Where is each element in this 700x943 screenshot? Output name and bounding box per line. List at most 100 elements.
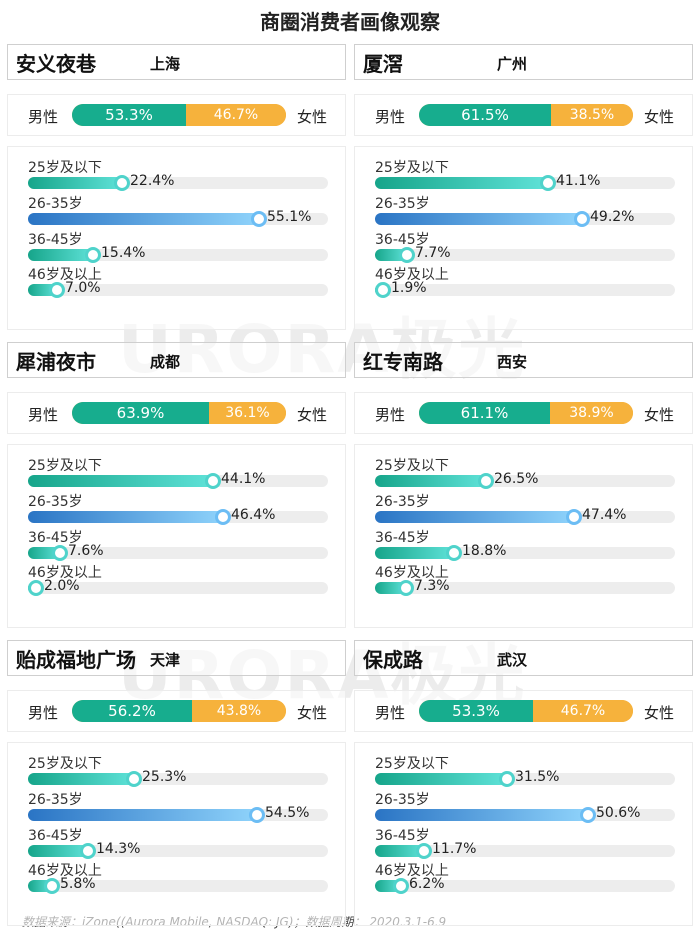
- male-share-bar: 53.3%: [72, 104, 186, 126]
- age-value-label: 26.5%: [494, 471, 539, 487]
- male-label: 男性: [375, 406, 406, 424]
- age-bar-track: [28, 807, 328, 823]
- age-distribution-box: 25岁及以下 44.1% 26-35岁 46.4% 36-45岁 7.6% 46岁及以上 2.…: [7, 444, 346, 628]
- age-bar-track: [375, 175, 675, 191]
- age-value-label: 55.1%: [267, 209, 312, 225]
- mall-header: 犀浦夜市 成都: [7, 342, 346, 378]
- age-bar-track: [375, 211, 675, 227]
- age-bar-track: [375, 878, 675, 894]
- female-share-bar: 46.7%: [186, 104, 286, 126]
- age-bar-track: [28, 509, 328, 525]
- age-value-label: 5.8%: [60, 876, 96, 892]
- age-group-label: 25岁及以下: [28, 756, 102, 772]
- female-share-bar: 36.1%: [209, 402, 286, 424]
- female-share-bar: 46.7%: [533, 700, 633, 722]
- age-bar: [375, 511, 574, 523]
- male-label: 男性: [375, 108, 406, 126]
- age-value-marker: [52, 545, 68, 561]
- age-distribution-box: 25岁及以下 22.4% 26-35岁 55.1% 36-45岁 15.4% 46岁及以上 7…: [7, 146, 346, 330]
- age-bar: [28, 773, 134, 785]
- age-bar: [375, 475, 486, 487]
- female-label: 女性: [644, 406, 675, 424]
- age-group-label: 25岁及以下: [28, 458, 102, 474]
- age-value-marker: [205, 473, 221, 489]
- male-label: 男性: [28, 108, 59, 126]
- age-group-label: 26-35岁: [375, 494, 430, 510]
- mall-header: 安义夜巷 上海: [7, 44, 346, 80]
- age-group-label: 26-35岁: [28, 196, 83, 212]
- age-group-label: 46岁及以上: [28, 565, 102, 581]
- male-share-bar: 61.5%: [419, 104, 551, 126]
- page-title: 商圈消费者画像观察: [260, 10, 440, 34]
- female-share-bar: 38.5%: [551, 104, 633, 126]
- age-bar-track: [28, 878, 328, 894]
- male-label: 男性: [28, 704, 59, 722]
- mall-name: 贻成福地广场: [16, 648, 136, 672]
- age-value-label: 6.2%: [409, 876, 445, 892]
- age-value-marker: [215, 509, 231, 525]
- age-group-label: 36-45岁: [28, 828, 83, 844]
- age-value-label: 49.2%: [590, 209, 635, 225]
- gender-ratio-bar: 53.3% 46.7%: [419, 700, 633, 722]
- age-bar-track: [28, 473, 328, 489]
- age-group-label: 36-45岁: [375, 232, 430, 248]
- age-value-label: 22.4%: [130, 173, 175, 189]
- age-value-marker: [478, 473, 494, 489]
- age-group-label: 25岁及以下: [375, 160, 449, 176]
- gender-ratio-box: 男性 63.9% 36.1% 女性: [7, 392, 346, 434]
- age-bar-track: [28, 175, 328, 191]
- mall-name: 保成路: [363, 648, 423, 672]
- age-group-label: 36-45岁: [28, 530, 83, 546]
- age-bar: [28, 845, 88, 857]
- age-bar-track: [28, 282, 328, 298]
- age-bar: [28, 213, 259, 225]
- age-value-marker: [416, 843, 432, 859]
- age-group-label: 26-35岁: [28, 792, 83, 808]
- age-group-label: 25岁及以下: [375, 458, 449, 474]
- age-bar-track: [375, 580, 675, 596]
- age-bar-track: [375, 807, 675, 823]
- age-value-label: 54.5%: [265, 805, 310, 821]
- age-value-marker: [499, 771, 515, 787]
- age-group-label: 36-45岁: [375, 828, 430, 844]
- age-value-marker: [399, 247, 415, 263]
- age-group-label: 36-45岁: [375, 530, 430, 546]
- age-group-label: 46岁及以上: [375, 565, 449, 581]
- age-group-label: 25岁及以下: [28, 160, 102, 176]
- age-value-marker: [85, 247, 101, 263]
- age-bar-track: [375, 282, 675, 298]
- age-value-marker: [398, 580, 414, 596]
- age-bar: [28, 511, 223, 523]
- female-share-bar: 38.9%: [550, 402, 633, 424]
- age-group-label: 26-35岁: [375, 792, 430, 808]
- age-value-label: 7.7%: [415, 245, 451, 261]
- age-bar-track: [375, 843, 675, 859]
- age-group-label: 46岁及以上: [375, 863, 449, 879]
- male-share-bar: 53.3%: [419, 700, 533, 722]
- mall-city: 武汉: [497, 651, 528, 669]
- gender-ratio-box: 男性 61.1% 38.9% 女性: [354, 392, 693, 434]
- age-value-label: 41.1%: [556, 173, 601, 189]
- gender-ratio-box: 男性 61.5% 38.5% 女性: [354, 94, 693, 136]
- age-value-marker: [393, 878, 409, 894]
- age-value-marker: [249, 807, 265, 823]
- age-bar: [28, 249, 93, 261]
- age-value-label: 11.7%: [432, 841, 477, 857]
- age-value-label: 18.8%: [462, 543, 507, 559]
- male-share-bar: 63.9%: [72, 402, 209, 424]
- gender-ratio-bar: 53.3% 46.7%: [72, 104, 286, 126]
- age-value-marker: [44, 878, 60, 894]
- age-group-label: 46岁及以上: [28, 267, 102, 283]
- age-value-marker: [251, 211, 267, 227]
- age-bar: [375, 547, 454, 559]
- age-bar-track: [375, 771, 675, 787]
- gender-ratio-bar: 56.2% 43.8%: [72, 700, 286, 722]
- age-bar: [28, 475, 213, 487]
- age-value-label: 31.5%: [515, 769, 560, 785]
- age-bar-track: [28, 211, 328, 227]
- age-value-marker: [126, 771, 142, 787]
- age-distribution-box: 25岁及以下 31.5% 26-35岁 50.6% 36-45岁 11.7% 46岁及以上 6…: [354, 742, 693, 926]
- female-label: 女性: [297, 108, 328, 126]
- gender-ratio-bar: 63.9% 36.1%: [72, 402, 286, 424]
- male-label: 男性: [28, 406, 59, 424]
